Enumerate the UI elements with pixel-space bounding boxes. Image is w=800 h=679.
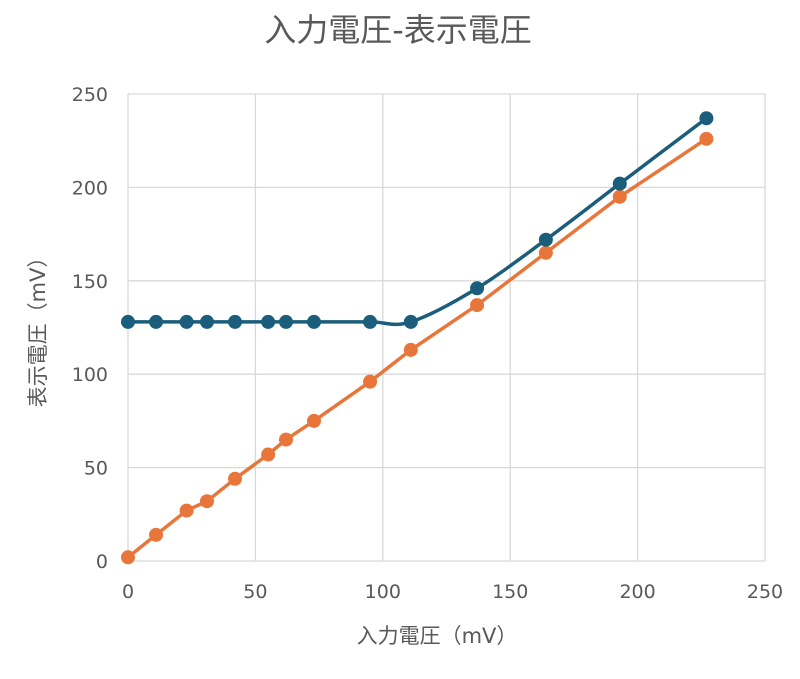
y-axis-title: 表示電圧（mV） — [26, 247, 50, 408]
series-0-point — [403, 314, 418, 329]
y-tick-label: 100 — [72, 364, 108, 386]
series-0-point — [307, 314, 322, 329]
series-0-point — [149, 314, 164, 329]
y-tick-label: 150 — [72, 271, 108, 293]
series-0-point — [699, 111, 714, 126]
series-1-point — [199, 494, 214, 509]
series-0-point — [261, 314, 276, 329]
series-1-point — [149, 527, 164, 542]
series-0-point — [278, 314, 293, 329]
series-1-point — [612, 189, 627, 204]
series-1-point — [363, 374, 378, 389]
series-1-point — [228, 471, 243, 486]
series-1-point — [121, 550, 135, 565]
x-tick-label: 100 — [365, 581, 401, 603]
series-1-point — [470, 298, 485, 313]
series-1-point — [179, 503, 194, 518]
y-tick-label: 250 — [72, 84, 108, 106]
series-0-point — [612, 176, 627, 191]
series-0-point — [179, 314, 194, 329]
series-0-line — [128, 116, 708, 327]
x-tick-label: 250 — [747, 581, 783, 603]
x-tick-label: 0 — [122, 581, 134, 603]
series-0-point — [199, 314, 214, 329]
series-0-point — [228, 314, 243, 329]
series-1-point — [307, 413, 322, 428]
series-0-point — [121, 314, 135, 329]
x-tick-label: 50 — [243, 581, 267, 603]
x-tick-label: 200 — [619, 581, 655, 603]
y-tick-label: 0 — [96, 551, 108, 573]
series-0-point — [538, 232, 553, 247]
x-tick-label: 150 — [492, 581, 528, 603]
series-1-point — [278, 432, 293, 447]
series-0-point — [363, 314, 378, 329]
y-axis-ticks: 0 50 100 150 200 250 — [72, 84, 108, 573]
y-tick-label: 50 — [84, 458, 108, 480]
series-0-point — [470, 281, 485, 296]
x-axis-ticks: 0 50 100 150 200 250 — [122, 581, 783, 603]
series-1-point — [699, 131, 714, 146]
x-axis-title: 入力電圧（mV） — [357, 624, 518, 648]
series-1-point — [403, 342, 418, 357]
plot-area — [121, 111, 714, 565]
y-tick-label: 200 — [72, 177, 108, 199]
series-1-point — [538, 245, 553, 260]
series-1-point — [261, 447, 276, 462]
chart-title: 入力電圧-表示電圧 — [264, 11, 532, 49]
